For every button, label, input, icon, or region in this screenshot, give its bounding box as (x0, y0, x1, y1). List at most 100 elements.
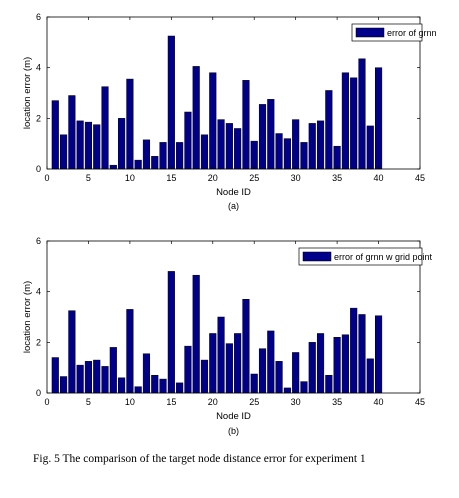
bar (374, 315, 383, 394)
subfigure-label: (a) (228, 201, 239, 211)
bar (358, 58, 366, 170)
x-tick-label: 25 (249, 173, 259, 183)
x-axis-label: Node ID (216, 187, 251, 198)
x-tick-label: 45 (415, 173, 425, 183)
bar (200, 134, 209, 170)
bar (358, 314, 366, 394)
bar (225, 123, 233, 170)
bar (176, 382, 184, 394)
bar (217, 119, 225, 170)
x-tick-label: 10 (125, 173, 135, 183)
bar (184, 345, 192, 394)
x-tick-label: 0 (44, 397, 49, 407)
bar (84, 121, 93, 170)
bar (350, 77, 358, 170)
plot-frame (46, 16, 421, 170)
y-tick-label: 0 (36, 388, 41, 398)
bar (151, 156, 159, 170)
legend-label: error of grnn w grid point (334, 252, 433, 262)
bar (101, 366, 109, 394)
x-tick-label: 35 (332, 397, 342, 407)
legend-swatch (355, 27, 385, 38)
bar (93, 124, 101, 170)
bar (308, 342, 316, 394)
x-tick-label: 25 (249, 397, 259, 407)
bar (275, 133, 283, 170)
bar (366, 125, 374, 170)
bar (242, 299, 250, 394)
bar (325, 375, 333, 394)
y-tick-label: 4 (36, 287, 41, 297)
bar (142, 139, 151, 170)
legend-swatch (302, 251, 332, 262)
bar (93, 359, 101, 394)
bar (275, 361, 283, 394)
bar (109, 347, 117, 394)
bar (76, 364, 84, 394)
y-tick-label: 6 (36, 236, 41, 246)
chart-a: 0 5 10 15 20 25 30 35 40 45 0 2 4 6 Node ID location er… (22, 12, 437, 211)
bar (51, 357, 59, 394)
bar (176, 142, 184, 170)
bar (134, 159, 142, 170)
y-axis-label: location error (m) (22, 57, 33, 129)
bar (250, 140, 258, 170)
bar (374, 67, 383, 170)
bar (101, 86, 109, 170)
bar (76, 120, 84, 170)
bar (60, 134, 68, 170)
x-tick-label: 5 (86, 173, 91, 183)
y-tick-label: 2 (36, 337, 41, 347)
x-tick-label: 5 (86, 397, 91, 407)
bar (167, 35, 175, 170)
bar (300, 142, 308, 170)
bar (118, 118, 126, 170)
x-tick-label: 35 (332, 173, 342, 183)
subfigure-label: (b) (228, 426, 239, 436)
bar (283, 138, 291, 170)
y-tick-label: 4 (36, 63, 41, 73)
bar (225, 343, 233, 394)
bar (217, 316, 225, 394)
bar (126, 78, 134, 170)
bar (292, 352, 300, 394)
bar (234, 333, 242, 394)
y-tick-label: 0 (36, 164, 41, 174)
bar (300, 381, 308, 394)
x-tick-label: 30 (291, 173, 301, 183)
bar (333, 145, 341, 170)
x-tick-label: 10 (125, 397, 135, 407)
x-tick-label: 40 (374, 397, 384, 407)
bar (308, 123, 316, 170)
y-tick-label: 2 (36, 113, 41, 123)
bar (242, 80, 250, 170)
bar (159, 142, 167, 170)
plot-frame (46, 240, 421, 394)
x-tick-label: 15 (166, 397, 176, 407)
bar (283, 387, 291, 394)
bar (350, 307, 358, 394)
bar (151, 375, 159, 394)
bar (316, 333, 325, 394)
bar (325, 90, 333, 170)
bar (316, 120, 325, 170)
bar (258, 348, 267, 394)
bar (366, 358, 374, 394)
x-tick-label: 30 (291, 397, 301, 407)
bar (333, 337, 341, 394)
bar (184, 111, 192, 170)
x-axis-label: Node ID (216, 411, 251, 422)
bar (51, 100, 59, 170)
legend: error of grnn (351, 23, 437, 42)
bar (126, 309, 134, 394)
chart-b: 0 5 10 15 20 25 30 35 40 45 0 2 4 6 Node ID location er… (22, 236, 433, 436)
bar (267, 330, 275, 394)
x-tick-label: 20 (208, 173, 218, 183)
bar (200, 359, 209, 394)
bar (209, 333, 217, 394)
legend-label: error of grnn (387, 28, 437, 38)
y-axis-label: location error (m) (22, 281, 33, 353)
x-tick-label: 15 (166, 173, 176, 183)
bar (258, 104, 267, 170)
